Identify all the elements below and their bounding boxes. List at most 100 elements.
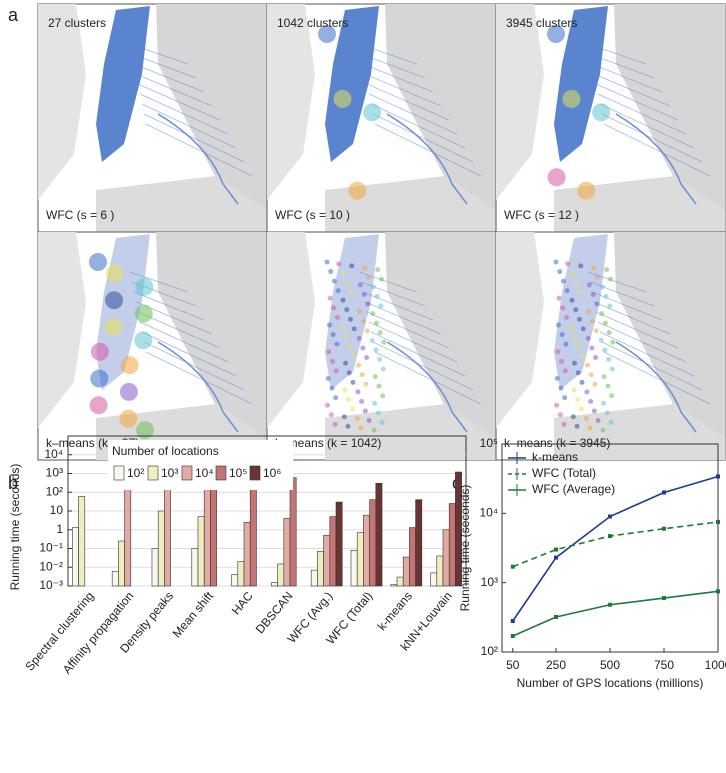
cluster-patch [136, 421, 155, 440]
cluster-patch [593, 355, 599, 361]
legend-label: 10³ [161, 466, 178, 480]
map-panel: k–means (k = 3945) [495, 231, 726, 461]
bar [249, 480, 257, 587]
cluster-patch [369, 337, 375, 343]
cluster-patch [341, 270, 347, 276]
cluster-patch [570, 270, 576, 276]
street [587, 43, 647, 65]
cluster-patch [340, 297, 346, 303]
cluster-patch [576, 343, 582, 349]
point-marker [554, 547, 558, 552]
land [554, 404, 725, 460]
cluster-patch [378, 303, 384, 309]
cluster-patch [571, 387, 577, 393]
cluster-patch [372, 400, 378, 406]
street [131, 53, 197, 79]
land [496, 4, 544, 200]
street [370, 103, 466, 149]
street [597, 93, 687, 135]
bar [363, 514, 370, 587]
y-tick-label: 10⁴ [479, 506, 498, 520]
street [141, 103, 237, 149]
legend-swatch [249, 465, 261, 481]
cluster-patch [599, 311, 605, 317]
street [364, 301, 442, 335]
bar [203, 488, 211, 587]
cluster-patch [574, 423, 580, 429]
cluster-patch [360, 318, 366, 324]
cluster-patch [330, 358, 336, 364]
cluster-patch [326, 322, 332, 328]
cluster-patch [572, 360, 578, 366]
bar [335, 501, 343, 587]
street [143, 341, 245, 391]
street [133, 63, 205, 93]
cluster-patch [572, 333, 578, 339]
point-marker [608, 534, 612, 539]
cluster-patch [557, 269, 563, 275]
cluster-patch [105, 291, 124, 310]
street [595, 83, 679, 121]
bar [118, 540, 125, 587]
route [386, 341, 468, 433]
cluster-patch [377, 330, 383, 336]
bar [111, 571, 119, 587]
street [595, 311, 679, 349]
bar [243, 521, 251, 587]
map-panel: 3945 clusters WFC (s = 12 ) [495, 3, 726, 233]
street [599, 331, 695, 377]
cluster-patch [547, 168, 566, 187]
cluster-patch [573, 280, 579, 286]
cluster-patch [554, 376, 560, 382]
y-tick-label: 10² [46, 484, 63, 498]
land [38, 232, 86, 428]
street [364, 73, 442, 107]
cluster-patch [364, 328, 370, 334]
cluster-patch [326, 349, 332, 355]
cluster-patch [557, 412, 563, 418]
manhattan [554, 6, 608, 162]
land [325, 176, 496, 232]
series-line [512, 521, 719, 568]
bar [415, 499, 423, 587]
cluster-patch [356, 362, 362, 368]
x-tick-label: HAC [229, 589, 256, 618]
cluster-patch [119, 409, 138, 428]
land [267, 4, 315, 200]
y-tick-label: 1 [56, 522, 63, 536]
cluster-patch [377, 356, 383, 362]
x-tick-label: DBSCAN [253, 589, 296, 636]
cluster-patch [375, 267, 381, 273]
cluster-patch [562, 368, 568, 374]
cluster-patch [351, 353, 357, 359]
x-tick-label: 50 [506, 658, 520, 672]
cluster-patch [585, 362, 591, 368]
cluster-patch [373, 320, 379, 326]
x-axis-label: Number of GPS locations (millions) [517, 676, 704, 690]
cluster-patch [560, 305, 566, 311]
panel-label: b [8, 473, 18, 493]
cluster-patch [345, 423, 351, 429]
point-marker [662, 490, 666, 495]
cluster-patch [328, 412, 334, 418]
cluster-patch [381, 339, 387, 345]
cluster-patch [378, 276, 384, 282]
street [589, 53, 655, 79]
cluster-patch [364, 355, 370, 361]
cluster-patch [586, 309, 592, 315]
cluster-patch [561, 421, 567, 427]
point-marker [510, 618, 515, 623]
route [157, 113, 239, 205]
land [496, 232, 544, 428]
cluster-patch [363, 381, 369, 387]
cluster-patch [599, 284, 605, 290]
land [385, 4, 496, 232]
cluster-patch [333, 89, 352, 108]
cluster-patch [359, 372, 365, 378]
cluster-patch [105, 264, 124, 283]
cluster-patch [560, 278, 566, 284]
cluster-patch [598, 337, 604, 343]
cluster-patch [602, 320, 608, 326]
series-line [512, 475, 719, 622]
cluster-patch [360, 345, 366, 351]
